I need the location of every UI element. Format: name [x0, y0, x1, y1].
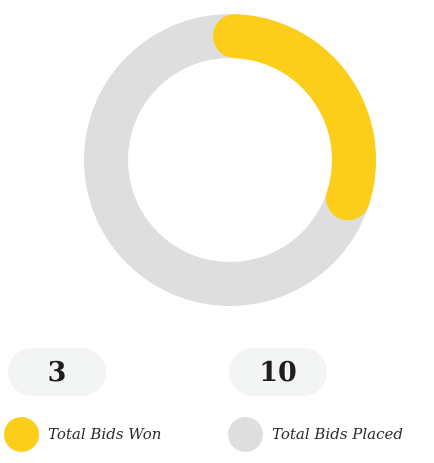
legend-swatch-bids-placed — [228, 416, 263, 452]
bids-placed-count-pill: 10 — [229, 348, 327, 396]
bids-won-count-pill: 3 — [8, 348, 106, 396]
bids-won-count: 3 — [47, 356, 67, 388]
legend-label-bids-placed: Total Bids Placed — [272, 425, 404, 443]
donut-segment-bids-won — [212, 14, 376, 221]
legend-label-bids-won: Total Bids Won — [48, 425, 162, 443]
legend-item-bids-placed: Total Bids Placed — [228, 416, 403, 452]
bids-donut-chart — [84, 14, 376, 306]
legend-swatch-bids-won — [4, 416, 39, 452]
bids-placed-count: 10 — [259, 356, 297, 388]
legend-item-bids-won: Total Bids Won — [4, 416, 161, 452]
